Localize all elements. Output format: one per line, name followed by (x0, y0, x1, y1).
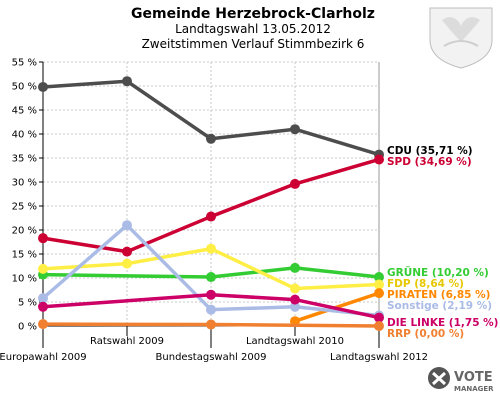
data-point-die-linke (290, 294, 300, 305)
legend-rrp: RRP (0,00 %) (387, 328, 464, 340)
data-point-gr-ne (374, 272, 384, 283)
data-point-spd (206, 211, 216, 222)
x-tick-label: Landtagswahl 2012 (330, 352, 428, 363)
y-tick-label: 30 % (12, 178, 37, 189)
y-tick-label: 25 % (12, 202, 37, 213)
y-tick-label: 45 % (12, 106, 37, 117)
data-point-spd (38, 233, 48, 244)
data-point-piraten (374, 288, 384, 299)
y-tick-label: 10 % (12, 274, 37, 285)
data-point-sonstige (206, 304, 216, 315)
data-point-rrp (38, 319, 48, 330)
data-point-die-linke (206, 289, 216, 300)
data-point-sonstige (38, 293, 48, 304)
brand-line-2: MANAGER (454, 385, 494, 393)
data-point-cdu (38, 81, 48, 92)
y-tick-label: 5 % (18, 298, 37, 309)
y-tick-label: 40 % (12, 130, 37, 141)
chart-subtitle: Zweitstimmen Verlauf Stimmbezirk 6 (142, 37, 365, 51)
legend-sonstige: Sonstige (2,19 %) (387, 300, 492, 312)
x-tick-label: Ratswahl 2009 (90, 336, 164, 347)
y-tick-label: 50 % (12, 82, 37, 93)
data-point-spd (122, 246, 132, 257)
x-tick-label: Landtagswahl 2010 (246, 336, 344, 347)
y-tick-label: 15 % (12, 250, 37, 261)
y-tick-label: 55 % (12, 58, 37, 69)
x-tick-label: Europawahl 2009 (0, 352, 87, 363)
legend-spd: SPD (34,69 %) (387, 156, 472, 168)
brand-line-1: VOTE (454, 370, 493, 385)
vote-manager-logo: VOTE MANAGER (428, 367, 494, 393)
y-tick-label: 35 % (12, 154, 37, 165)
data-point-spd (290, 178, 300, 189)
legend-gr-ne: GRÜNE (10,20 %) (387, 265, 489, 279)
data-point-fdp (290, 283, 300, 294)
check-x-icon (428, 367, 450, 389)
data-point-die-linke (374, 312, 384, 323)
data-point-sonstige (290, 301, 300, 312)
data-point-sonstige (122, 220, 132, 231)
y-tick-label: 20 % (12, 226, 37, 237)
legend-cdu: CDU (35,71 %) (387, 145, 473, 157)
data-point-gr-ne (206, 272, 216, 283)
data-point-cdu (290, 124, 300, 135)
legend-piraten: PIRATEN (6,85 %) (387, 289, 490, 301)
legend: CDU (35,71 %)SPD (34,69 %) GRÜNE (10,20 %… (387, 145, 498, 340)
data-point-fdp (38, 263, 48, 274)
data-point-rrp (206, 319, 216, 330)
x-tick-label: Bundestagswahl 2009 (156, 352, 267, 363)
legend-fdp: FDP (8,64 %) (387, 278, 464, 290)
chart-title: Gemeinde Herzebrock-Clarholz (131, 6, 375, 22)
data-point-rrp (374, 321, 384, 331)
legend-die-linke: DIE LINKE (1,75 %) (387, 317, 498, 329)
series (38, 76, 384, 331)
data-point-fdp (122, 258, 132, 269)
data-point-fdp (374, 279, 384, 290)
series-line-gr-ne (42, 266, 380, 279)
data-point-fdp (206, 243, 216, 254)
data-point-spd (374, 154, 384, 165)
data-point-gr-ne (290, 262, 300, 273)
chart-date-line: Landtagswahl 13.05.2012 (175, 22, 331, 36)
series-line-die-linke (42, 293, 380, 320)
data-point-cdu (206, 133, 216, 144)
coat-of-arms-icon (429, 7, 493, 69)
data-point-cdu (122, 76, 132, 87)
data-point-die-linke (38, 301, 48, 312)
y-tick-label: 0 % (18, 322, 37, 333)
